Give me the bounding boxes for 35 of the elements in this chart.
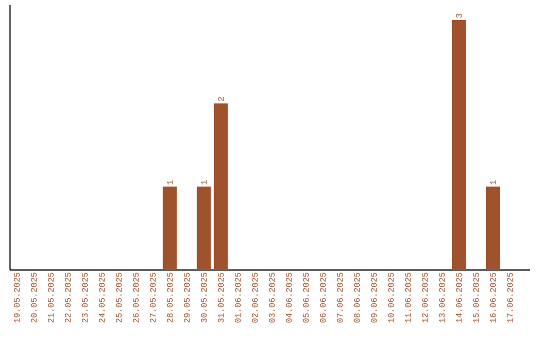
x-tick-label: 20.05.2025 bbox=[30, 272, 37, 322]
x-tick-label: 22.05.2025 bbox=[64, 272, 71, 322]
x-tick-label: 15.06.2025 bbox=[473, 272, 479, 322]
data-label: 1 bbox=[490, 180, 496, 184]
x-tick-label: 05.06.2025 bbox=[303, 272, 309, 322]
x-tick-label: 13.06.2025 bbox=[439, 272, 445, 322]
x-tick-label: 24.05.2025 bbox=[98, 272, 105, 322]
data-label: 3 bbox=[456, 14, 462, 18]
x-tick-label: 12.06.2025 bbox=[422, 272, 428, 322]
x-tick-label: 08.06.2025 bbox=[354, 272, 360, 322]
x-tick-label: 11.06.2025 bbox=[405, 272, 411, 322]
x-tick-label: 02.06.2025 bbox=[252, 272, 258, 322]
x-tick-label: 26.05.2025 bbox=[132, 272, 139, 322]
x-tick-label: 31.05.2025 bbox=[218, 272, 224, 322]
x-tick-label: 07.06.2025 bbox=[337, 272, 343, 322]
x-tick-label: 03.06.2025 bbox=[269, 272, 275, 322]
x-tick-label: 21.05.2025 bbox=[48, 272, 54, 322]
x-tick-label: 06.06.2025 bbox=[320, 272, 326, 322]
x-tick-label: 28.05.2025 bbox=[166, 272, 173, 322]
x-tick-label: 01.06.2025 bbox=[234, 272, 241, 322]
x-tick-label: 29.05.2025 bbox=[184, 272, 190, 322]
x-tick-label: 09.06.2025 bbox=[371, 272, 377, 322]
x-tick-label: 04.06.2025 bbox=[286, 272, 292, 322]
x-tick-label: 30.05.2025 bbox=[200, 272, 207, 322]
data-label: 2 bbox=[218, 97, 224, 102]
x-tick-label: 14.06.2025 bbox=[456, 272, 462, 322]
x-tick-label: 23.05.2025 bbox=[82, 272, 88, 322]
data-label: 1 bbox=[201, 180, 207, 184]
data-label: 1 bbox=[167, 180, 173, 184]
x-tick-label: 10.06.2025 bbox=[388, 272, 394, 322]
x-tick-label: 19.05.2025 bbox=[14, 272, 20, 322]
x-tick-label: 25.05.2025 bbox=[116, 272, 122, 322]
x-tick-label: 17.06.2025 bbox=[507, 272, 513, 322]
x-tick-label: 27.05.2025 bbox=[150, 272, 156, 322]
x-tick-label: 16.06.2025 bbox=[490, 272, 496, 322]
